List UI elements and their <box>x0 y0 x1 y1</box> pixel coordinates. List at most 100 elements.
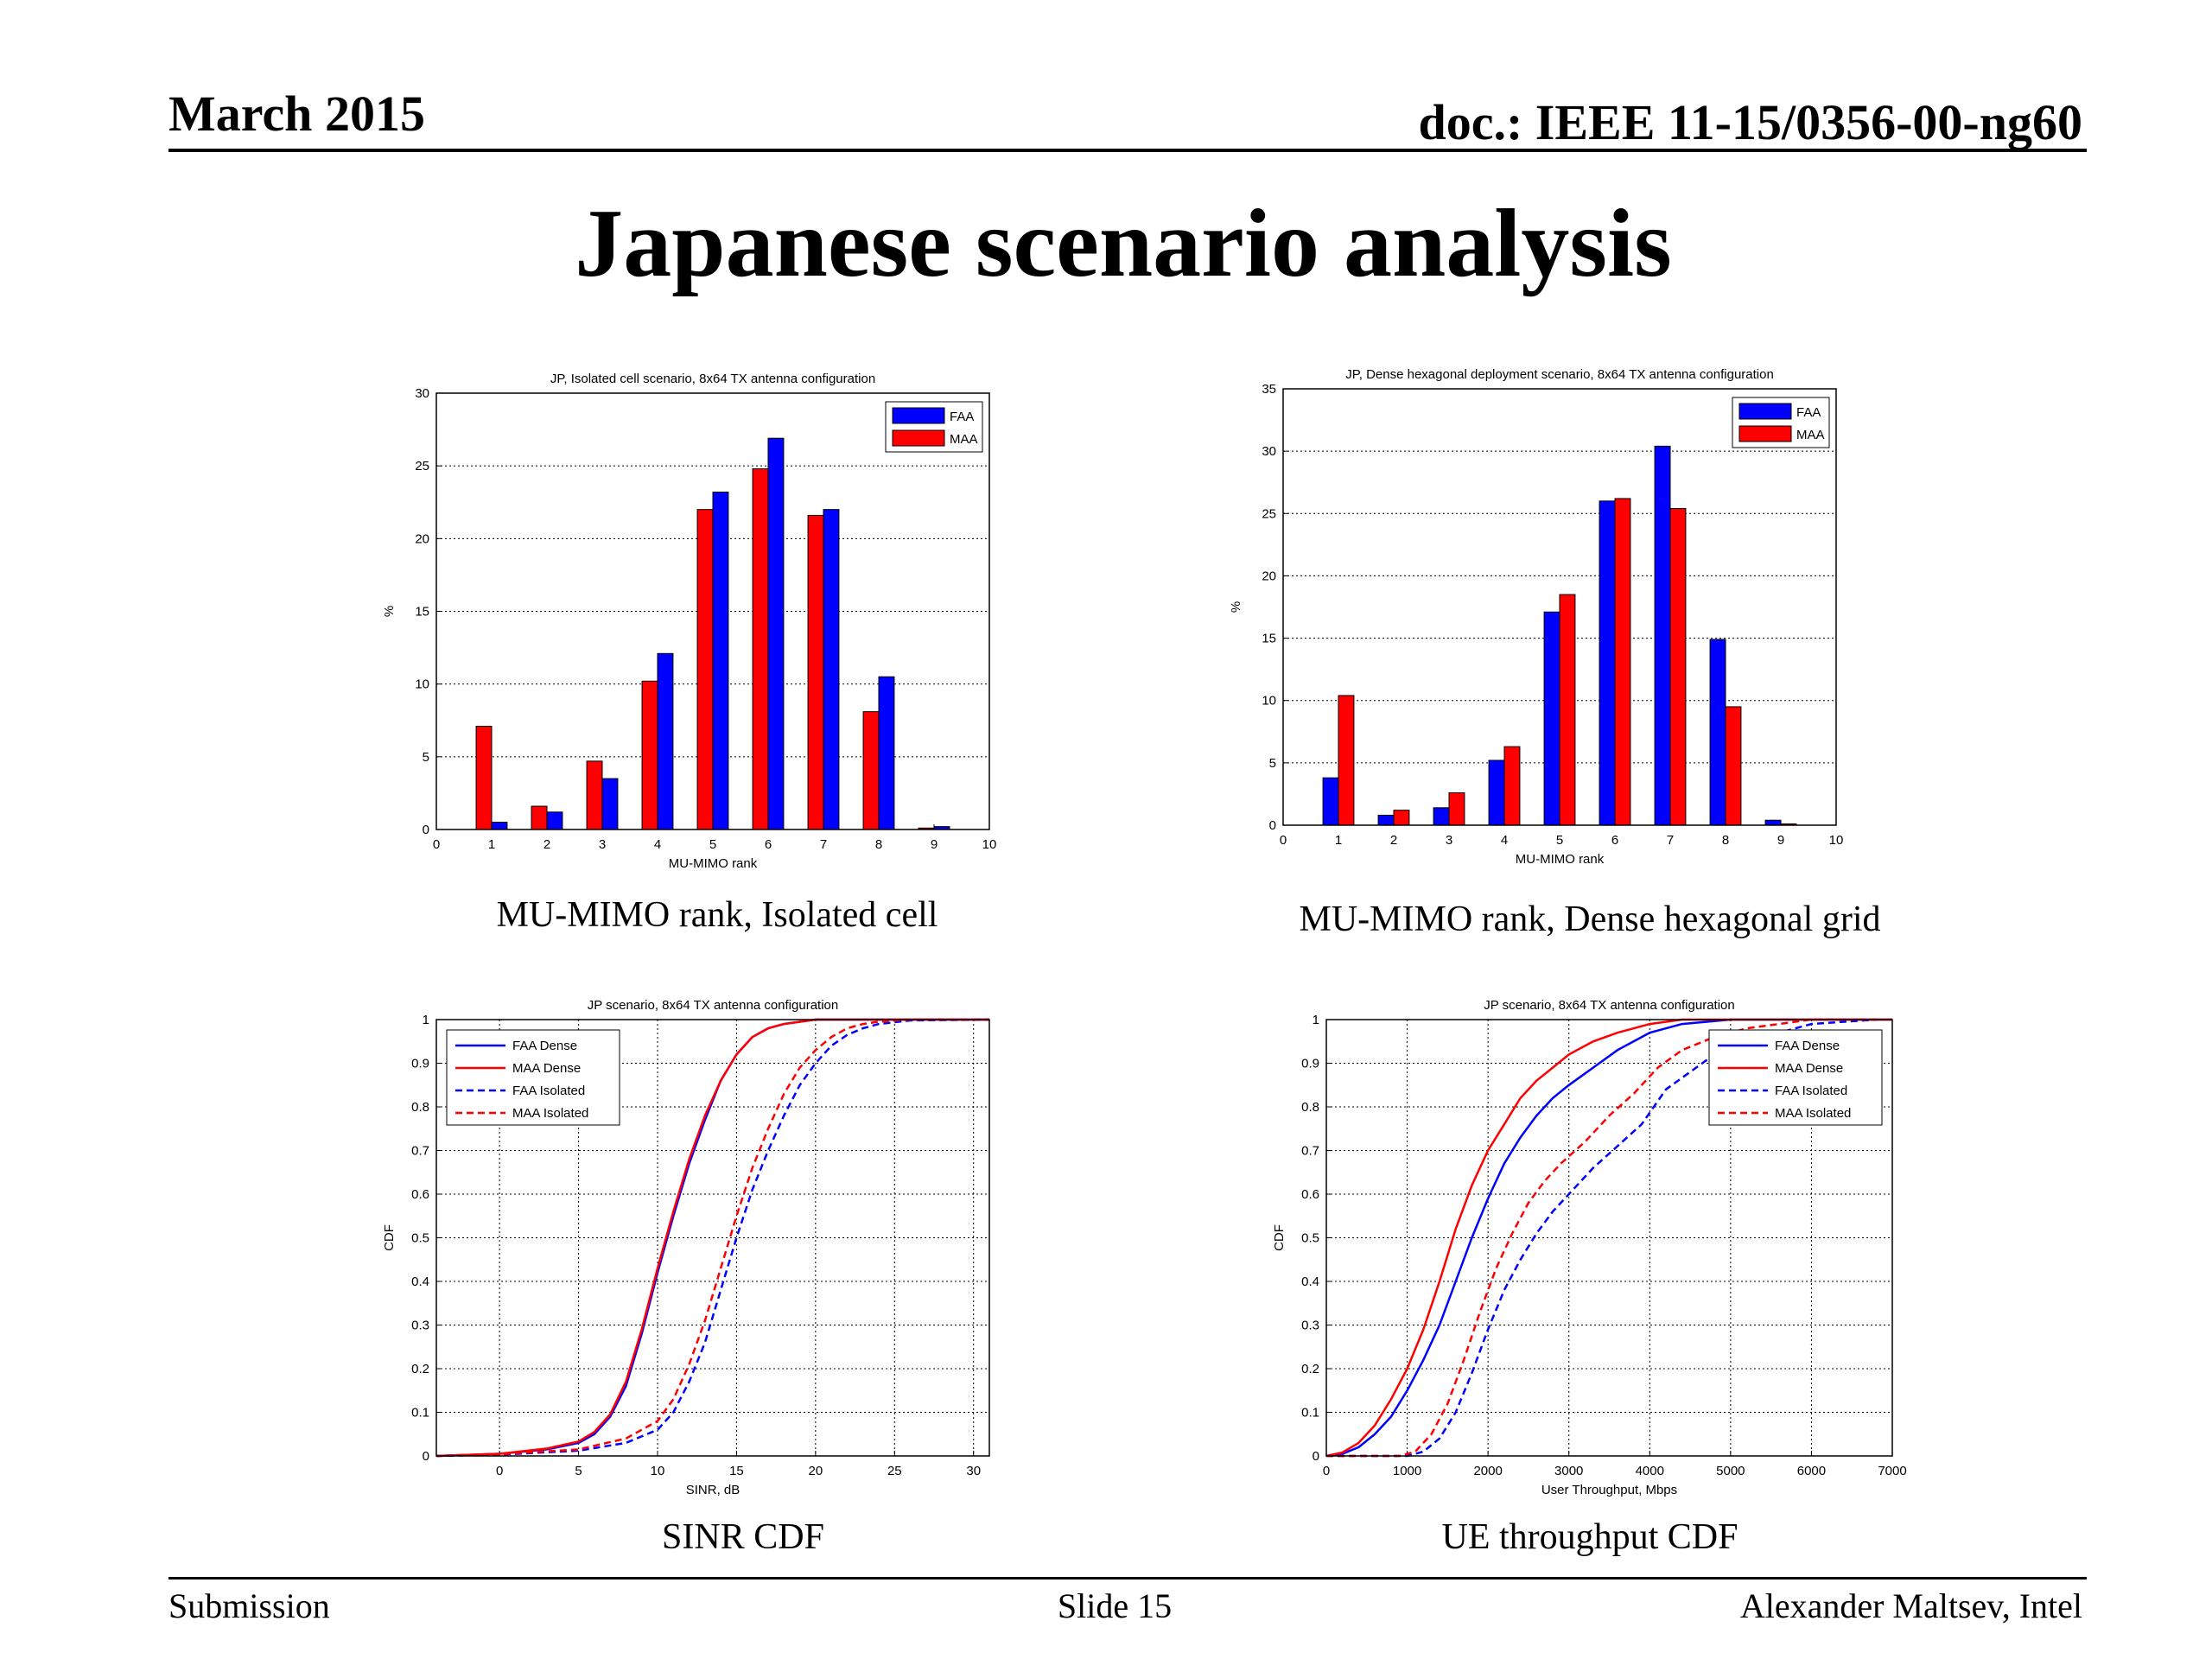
legend-label: MAA <box>950 432 978 447</box>
x-tick-label: 8 <box>1722 833 1729 848</box>
footer-rule <box>168 1577 2087 1580</box>
x-tick-label: 1 <box>1335 833 1342 848</box>
y-tick-label: 0.5 <box>1301 1231 1319 1246</box>
axes-frame <box>1325 1019 1893 1457</box>
y-tick-label: 0 <box>1269 818 1276 833</box>
x-axis-label: MU-MIMO rank <box>669 856 758 871</box>
bar-maa <box>1669 508 1687 826</box>
bar-maa <box>475 725 493 830</box>
y-tick-label: 0.9 <box>1301 1057 1319 1071</box>
footer-submission: Submission <box>168 1586 330 1625</box>
x-tick-label: 20 <box>809 1464 823 1478</box>
bar-faa <box>1488 760 1505 826</box>
bar-maa <box>862 711 880 830</box>
y-tick-label: 30 <box>415 386 429 401</box>
footer-slide-number: Slide 15 <box>1057 1586 1173 1625</box>
x-tick-label: 5 <box>709 837 716 852</box>
chart-title: JP scenario, 8x64 TX antenna configurati… <box>588 998 838 1013</box>
x-tick-label: 15 <box>729 1464 744 1478</box>
line-maa-dense <box>435 1018 989 1458</box>
bar-faa <box>823 509 840 830</box>
chart-title: JP scenario, 8x64 TX antenna configurati… <box>1484 998 1734 1013</box>
y-tick-label: 0.9 <box>411 1057 429 1071</box>
y-axis-label: CDF <box>382 1224 397 1251</box>
caption-rank-dense: MU-MIMO rank, Dense hexagonal grid <box>1299 899 1881 939</box>
bar-faa <box>546 811 563 830</box>
y-tick-label: 25 <box>1262 506 1276 521</box>
line-faa-isolated <box>435 1018 990 1458</box>
y-tick-label: 0.2 <box>1301 1362 1319 1376</box>
x-tick-label: 3000 <box>1554 1464 1583 1478</box>
x-tick-label: 2 <box>543 837 550 852</box>
x-axis-label: MU-MIMO rank <box>1516 852 1605 867</box>
legend-label: FAA Isolated <box>512 1084 585 1098</box>
x-tick-label: 6 <box>1611 833 1618 848</box>
line-maa-isolated <box>435 1018 989 1458</box>
bar-maa <box>531 805 548 830</box>
caption-rank-isolated: MU-MIMO rank, Isolated cell <box>496 895 938 935</box>
bar-faa <box>1599 500 1616 826</box>
bar-faa <box>601 778 619 830</box>
legend-swatch <box>1738 403 1792 420</box>
y-tick-label: 0.8 <box>411 1100 429 1115</box>
y-tick-label: 0.4 <box>411 1274 429 1289</box>
bar-faa <box>657 652 674 830</box>
y-tick-label: 20 <box>415 531 429 546</box>
y-tick-label: 1 <box>1313 1013 1319 1027</box>
header-date: March 2015 <box>168 86 425 142</box>
line-faa-isolated <box>1326 1018 1877 1458</box>
bar-faa <box>1543 611 1560 826</box>
y-tick-label: 0.1 <box>1301 1406 1319 1421</box>
y-tick-label: 35 <box>1262 382 1276 397</box>
caption-throughput-cdf: UE throughput CDF <box>1441 1517 1738 1557</box>
y-tick-label: 0.3 <box>1301 1319 1319 1333</box>
legend-label: MAA <box>1796 428 1825 442</box>
line-faa-dense <box>1325 1018 1892 1458</box>
y-tick-label: 30 <box>1262 444 1276 459</box>
x-tick-label: 9 <box>1777 833 1784 848</box>
bar-maa <box>807 514 824 830</box>
x-tick-label: 30 <box>966 1464 981 1478</box>
bar-maa <box>1614 498 1631 826</box>
x-axis-label: User Throughput, Mbps <box>1541 1483 1677 1497</box>
y-axis-label: % <box>1229 601 1243 613</box>
x-tick-label: 0 <box>1323 1464 1330 1478</box>
slide-title: Japanese scenario analysis <box>575 190 1672 297</box>
bar-maa <box>641 680 658 830</box>
header-rule <box>168 149 2087 152</box>
chart-throughput-cdf: JP scenario, 8x64 TX antenna configurati… <box>1272 998 1907 1497</box>
y-tick-label: 0.4 <box>1301 1274 1319 1289</box>
bar-maa <box>696 509 714 830</box>
x-tick-label: 1000 <box>1393 1464 1421 1478</box>
x-tick-label: 10 <box>982 837 997 852</box>
legend-label: FAA Isolated <box>1775 1084 1847 1098</box>
bar-faa <box>1654 445 1671 826</box>
bar-maa <box>1559 594 1576 826</box>
legend-label: MAA Isolated <box>1775 1106 1851 1121</box>
legend-label: FAA Dense <box>1775 1039 1840 1053</box>
x-tick-label: 0 <box>433 837 440 852</box>
legend-label: MAA Dense <box>512 1061 581 1076</box>
x-tick-label: 7 <box>820 837 827 852</box>
header-doc-id: doc.: IEEE 11-15/0356-00-ng60 <box>1418 94 2082 150</box>
bar-faa <box>1764 819 1782 826</box>
legend-swatch <box>892 407 945 424</box>
y-tick-label: 10 <box>415 677 429 692</box>
y-tick-label: 15 <box>1262 632 1276 646</box>
legend-label: MAA Dense <box>1775 1061 1843 1076</box>
x-tick-label: 3 <box>1446 833 1452 848</box>
footer-author: Alexander Maltsev, Intel <box>1739 1586 2082 1625</box>
y-tick-label: 0.6 <box>411 1187 429 1202</box>
x-axis-label: SINR, dB <box>686 1483 741 1497</box>
y-axis-label: % <box>382 606 397 617</box>
chart-rank-isolated: JP, Isolated cell scenario, 8x64 TX ante… <box>382 372 997 871</box>
x-tick-label: 10 <box>651 1464 665 1478</box>
x-tick-label: 6000 <box>1797 1464 1826 1478</box>
bar-faa <box>878 676 895 830</box>
bar-maa <box>586 760 603 830</box>
y-tick-label: 0 <box>423 823 429 837</box>
y-tick-label: 0.6 <box>1301 1187 1319 1202</box>
bar-maa <box>1448 791 1465 826</box>
chart-title: JP, Isolated cell scenario, 8x64 TX ante… <box>550 372 875 386</box>
legend-label: FAA <box>950 410 974 424</box>
